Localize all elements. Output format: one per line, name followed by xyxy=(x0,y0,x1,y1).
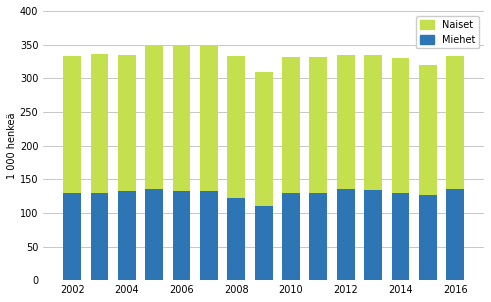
Bar xyxy=(91,193,109,280)
Bar xyxy=(419,195,436,280)
Bar xyxy=(255,206,273,280)
Bar xyxy=(118,191,136,280)
Bar xyxy=(145,189,163,280)
Bar xyxy=(173,191,191,280)
Bar xyxy=(63,56,81,193)
Bar xyxy=(446,189,464,280)
Bar xyxy=(227,56,245,198)
Bar xyxy=(309,193,327,280)
Y-axis label: 1 000 henkeä: 1 000 henkeä xyxy=(7,112,17,179)
Bar xyxy=(63,193,81,280)
Bar xyxy=(255,72,273,206)
Bar xyxy=(391,58,409,193)
Bar xyxy=(446,56,464,189)
Bar xyxy=(419,65,436,195)
Bar xyxy=(282,57,300,193)
Bar xyxy=(118,55,136,191)
Bar xyxy=(309,57,327,193)
Bar xyxy=(391,193,409,280)
Legend: Naiset, Miehet: Naiset, Miehet xyxy=(416,16,479,48)
Bar xyxy=(145,46,163,189)
Bar xyxy=(200,191,218,280)
Bar xyxy=(282,193,300,280)
Bar xyxy=(337,189,355,280)
Bar xyxy=(364,190,382,280)
Bar xyxy=(173,45,191,191)
Bar xyxy=(337,55,355,189)
Bar xyxy=(91,54,109,193)
Bar xyxy=(364,55,382,190)
Bar xyxy=(227,198,245,280)
Bar xyxy=(200,45,218,191)
